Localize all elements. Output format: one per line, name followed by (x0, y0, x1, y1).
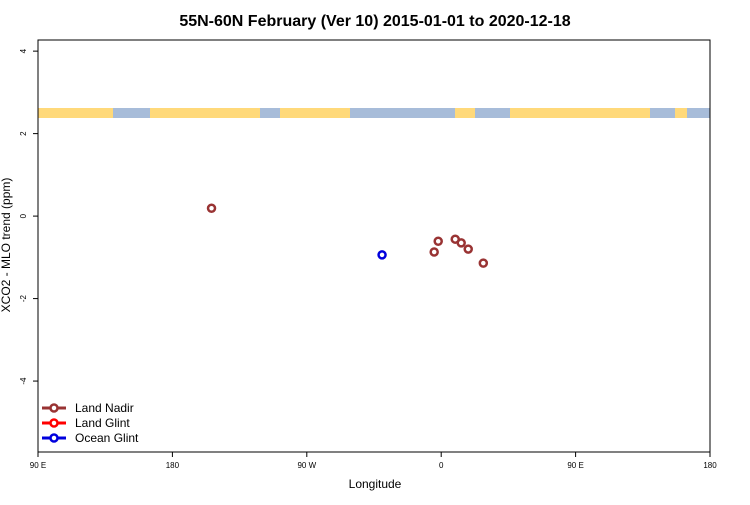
y-tick-label: 0 (19, 213, 28, 218)
legend-marker (49, 433, 59, 443)
x-tick-label: 180 (703, 461, 717, 470)
point (433, 236, 443, 247)
plot-frame (37, 39, 711, 453)
chart-title: 55N-60N February (Ver 10) 2015-01-01 to … (179, 13, 570, 30)
y-tick-label: 4 (19, 48, 28, 53)
x-tick-label: 90 E (30, 461, 46, 470)
point (478, 258, 489, 268)
x-tick-label: 90 E (567, 461, 583, 470)
legend-marker (49, 403, 59, 413)
point (377, 250, 387, 260)
legend-label: Land Glint (75, 416, 130, 430)
x-axis-label: Longitude (349, 477, 402, 491)
point (429, 247, 439, 257)
legend-marker (49, 418, 59, 428)
legend-label: Land Nadir (75, 401, 134, 415)
x-tick-label: 90 W (297, 461, 316, 470)
y-tick-label: -4 (19, 377, 28, 385)
point (463, 244, 473, 254)
point (456, 238, 466, 248)
y-tick-label: 2 (19, 131, 28, 136)
point (206, 203, 217, 214)
legend-label: Ocean Glint (75, 431, 139, 445)
y-axis-label: XCO2 - MLO trend (ppm) (0, 178, 13, 313)
x-tick-label: 0 (439, 461, 444, 470)
map-strip (38, 108, 710, 118)
y-tick-label: -2 (19, 294, 28, 302)
x-tick-label: 180 (166, 461, 180, 470)
